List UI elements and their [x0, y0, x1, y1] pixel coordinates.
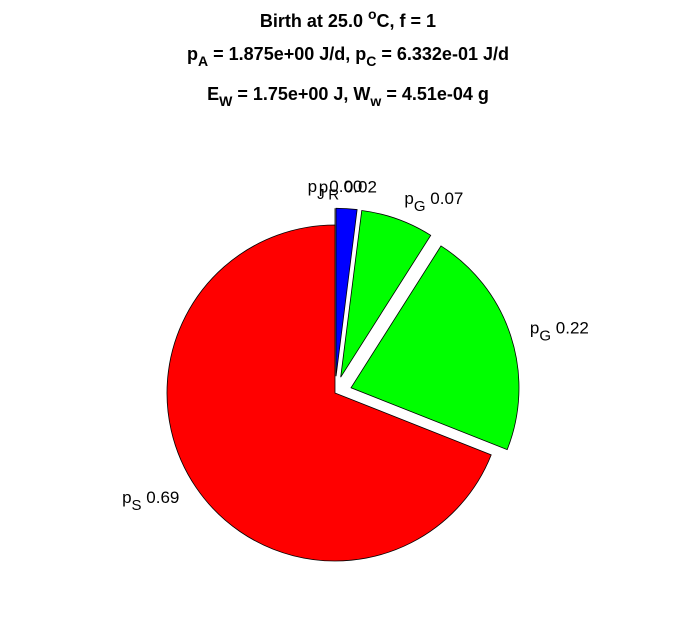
pie-slice — [350, 245, 520, 451]
title-line: EW = 1.75e+00 J, Ww = 4.51e-04 g — [207, 84, 489, 109]
slice-label: pJ 0.00 — [308, 178, 363, 203]
value-label: 0.07 — [430, 190, 463, 209]
title-text: = 6.332e-01 J/d — [376, 44, 509, 64]
title-superscript: o — [368, 6, 377, 22]
label-subscript: G — [539, 328, 551, 345]
value-label: 0.02 — [344, 178, 377, 197]
label-subscript: J — [317, 186, 325, 203]
value-label: 0.00 — [329, 178, 362, 197]
title-text: = 1.875e+00 J/d, p — [208, 44, 366, 64]
label-subscript: G — [414, 198, 426, 215]
label-name: p — [404, 190, 413, 209]
label-name: p — [319, 178, 328, 197]
label-name: p — [122, 488, 131, 507]
label-name: p — [530, 319, 539, 338]
title-subscript: A — [198, 53, 208, 69]
title-text: = 1.75e+00 J, W — [232, 84, 370, 104]
title-subscript: w — [369, 93, 381, 109]
value-label: 0.22 — [556, 319, 589, 338]
title-text: = 4.51e-04 g — [381, 84, 489, 104]
slice-label: pG 0.22 — [530, 319, 589, 344]
pie-slice — [340, 210, 432, 378]
title-subscript: W — [219, 93, 233, 109]
label-subscript: R — [328, 186, 339, 203]
slice-label: pR 0.02 — [319, 178, 377, 203]
title-text: p — [187, 44, 198, 64]
label-name: p — [308, 178, 317, 197]
title-text: C, f = 1 — [377, 11, 437, 31]
title-line: Birth at 25.0 oC, f = 1 — [260, 6, 436, 31]
title-subscript: C — [366, 53, 376, 69]
title-line: pA = 1.875e+00 J/d, pC = 6.332e-01 J/d — [187, 44, 509, 69]
title-text: Birth at 25.0 — [260, 11, 368, 31]
label-subscript: S — [132, 497, 142, 514]
pie-slice — [335, 207, 358, 377]
title-text: E — [207, 84, 219, 104]
pie-slice — [166, 224, 492, 562]
slice-label: pS 0.69 — [122, 488, 179, 513]
value-label: 0.69 — [146, 488, 179, 507]
slice-label: pG 0.07 — [404, 190, 463, 215]
